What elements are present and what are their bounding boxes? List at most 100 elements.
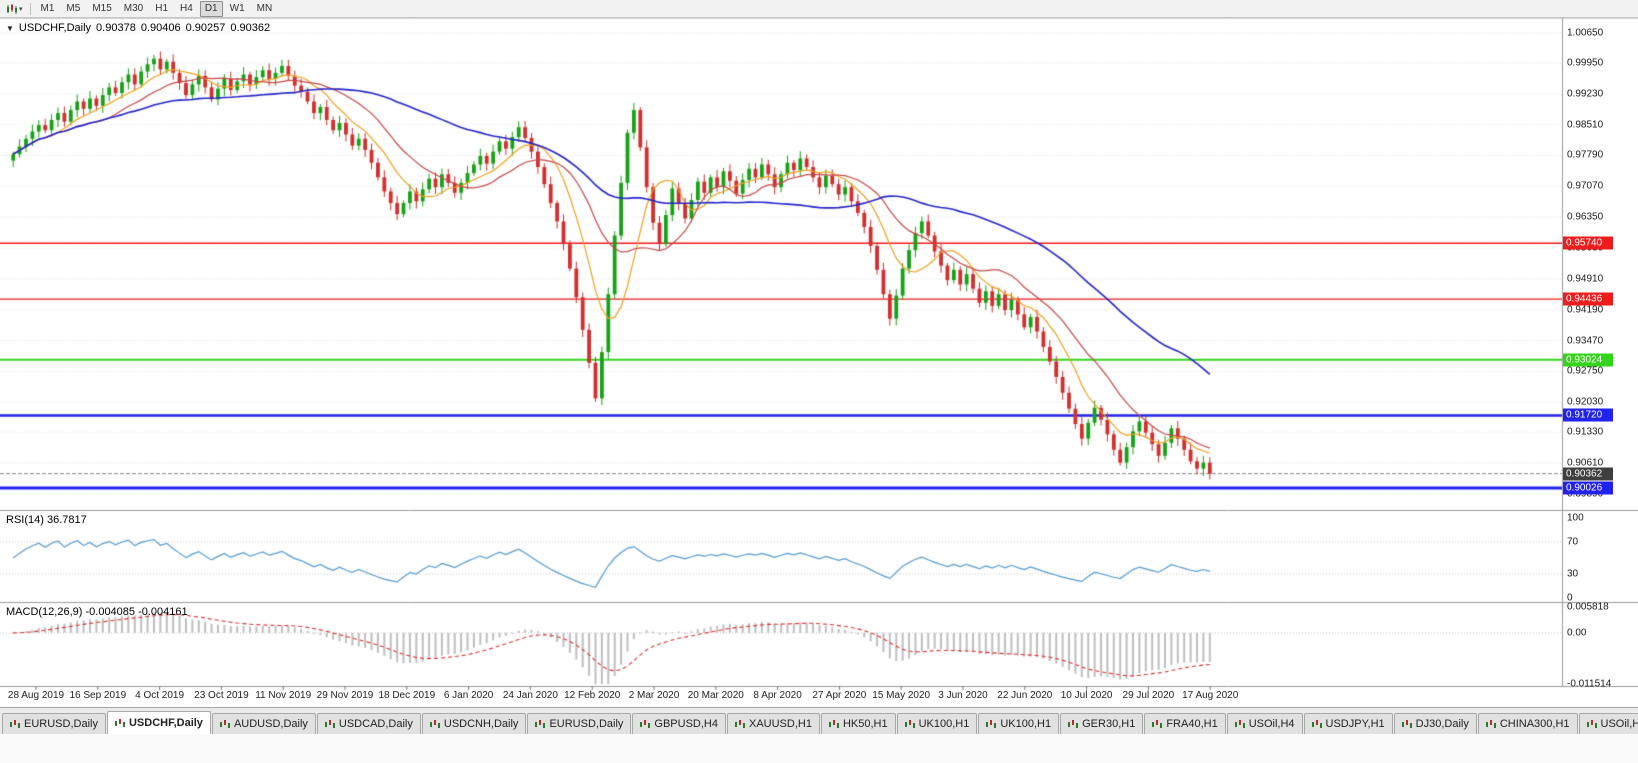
chart-tab-label: UK100,H1 — [1000, 718, 1052, 730]
price-tick-label: 0.94910 — [1567, 273, 1604, 285]
toolbar-separator — [29, 2, 31, 15]
chart-tab-fra40-h1[interactable]: FRA40,H1 — [1144, 713, 1226, 734]
rsi-value: 36.7817 — [46, 514, 87, 526]
tab-chart-icon — [535, 720, 546, 728]
timeframe-button-m30[interactable]: M30 — [123, 2, 144, 14]
macd-tick-label: 0.00 — [1567, 627, 1587, 639]
price-level-badge: 0.95740 — [1563, 236, 1613, 250]
chart-type-button[interactable]: ▾ — [3, 1, 26, 17]
chevron-down-icon: ▾ — [19, 5, 23, 13]
date-tick-label: 28 Aug 2019 — [7, 690, 65, 701]
timeframe-button-w1[interactable]: W1 — [229, 2, 245, 14]
chart-tab-usoil-h1[interactable]: USOil,H1 — [1578, 713, 1638, 734]
price-tick-label: 1.00650 — [1567, 27, 1604, 39]
chart-tab-label: FRA40,H1 — [1166, 718, 1218, 730]
rsi-tick-label: 0 — [1567, 592, 1573, 604]
chart-tab-china300-h1[interactable]: CHINA300,H1 — [1477, 713, 1578, 734]
date-tick-label: 10 Jul 2020 — [1060, 690, 1113, 701]
date-tick-label: 6 Jan 2020 — [443, 690, 494, 701]
macd-tick-label: -0.011514 — [1567, 678, 1612, 690]
chart-tab-usdcnh-daily[interactable]: USDCNH,Daily — [421, 713, 527, 734]
tab-chart-icon — [828, 720, 839, 728]
price-chart-canvas[interactable] — [0, 0, 1638, 707]
chart-tab-eurusd-daily[interactable]: EURUSD,Daily — [527, 713, 632, 734]
chart-tab-hk50-h1[interactable]: HK50,H1 — [820, 713, 896, 734]
ohlc-high-value: 0.90406 — [140, 22, 181, 34]
date-tick-label: 2 Mar 2020 — [628, 690, 680, 701]
timeframe-button-d1[interactable]: D1 — [199, 0, 223, 17]
chart-tab-usdcad-daily[interactable]: USDCAD,Daily — [316, 713, 421, 734]
timeframe-button-m5[interactable]: M5 — [66, 2, 81, 14]
chart-tab-label: XAUUSD,H1 — [748, 718, 812, 730]
chart-tab-uk100-h1[interactable]: UK100,H1 — [978, 713, 1060, 734]
date-tick-label: 27 Apr 2020 — [812, 690, 867, 701]
current-price-badge: 0.90362 — [1563, 467, 1613, 481]
date-tick-label: 15 May 2020 — [872, 690, 931, 701]
chart-header: ▼ USDCHF,Daily 0.90378 0.90406 0.90257 0… — [6, 22, 270, 34]
chart-tab-ger30-h1[interactable]: GER30,H1 — [1060, 713, 1144, 734]
chart-tab-label: EURUSD,Daily — [24, 718, 98, 730]
timeframe-button-m1[interactable]: M1 — [40, 2, 55, 14]
chart-tab-dj30-daily[interactable]: DJ30,Daily — [1393, 713, 1477, 734]
tab-chart-icon — [1311, 720, 1322, 728]
date-tick-label: 11 Nov 2019 — [255, 690, 312, 701]
timeframe-button-h1[interactable]: H1 — [155, 2, 169, 14]
tab-chart-icon — [904, 720, 915, 728]
chart-tab-uk100-h1[interactable]: UK100,H1 — [896, 713, 978, 734]
macd-label: MACD(12,26,9) -0.004085 -0.004161 — [6, 606, 188, 618]
chart-tab-label: AUDUSD,Daily — [233, 718, 308, 730]
tab-chart-icon — [1234, 720, 1245, 728]
chart-tab-usdjpy-h1[interactable]: USDJPY,H1 — [1303, 713, 1393, 734]
window-bottom-strip — [0, 734, 1638, 763]
price-tick-label: 0.91330 — [1567, 426, 1604, 438]
top-toolbar: ▾ M1 M5 M15 M30 H1 H4 D1 W1 MN — [0, 0, 1638, 18]
date-tick-label: 29 Jul 2020 — [1122, 690, 1175, 701]
macd-tick-label: 0.005818 — [1567, 601, 1609, 613]
chart-tab-label: DJ30,Daily — [1415, 718, 1469, 730]
chart-tab-usoil-h4[interactable]: USOil,H4 — [1226, 713, 1303, 734]
tab-chart-icon — [10, 720, 20, 728]
timeframe-button-mn[interactable]: MN — [256, 2, 273, 14]
tab-chart-icon — [734, 720, 745, 728]
tab-chart-icon — [1401, 720, 1412, 728]
chart-tab-usdchf-daily[interactable]: USDCHF,Daily — [106, 711, 211, 734]
ohlc-close-value: 0.90362 — [230, 22, 271, 34]
macd-name: MACD(12,26,9) — [6, 606, 83, 618]
date-tick-label: 29 Nov 2019 — [316, 690, 374, 701]
price-level-badge: 0.91720 — [1563, 408, 1613, 422]
date-tick-label: 4 Oct 2019 — [135, 690, 185, 701]
chart-tab-gbpusd-h4[interactable]: GBPUSD,H4 — [632, 713, 726, 734]
timeframe-button-m15[interactable]: M15 — [92, 2, 112, 14]
chart-tab-label: HK50,H1 — [842, 718, 888, 730]
date-tick-label: 8 Apr 2020 — [753, 690, 802, 701]
chart-tabs-bar: EURUSD,Daily USDCHF,Daily AUDUSD,Daily USDC… — [0, 707, 1638, 734]
chart-tab-label: GER30,H1 — [1082, 718, 1136, 730]
date-tick-label: 3 Jun 2020 — [938, 690, 988, 701]
tab-chart-icon — [1152, 720, 1163, 728]
rsi-label: RSI(14) 36.7817 — [6, 514, 87, 526]
tab-chart-icon — [1068, 720, 1079, 728]
chart-tab-audusd-daily[interactable]: AUDUSD,Daily — [211, 713, 316, 734]
tab-chart-icon — [429, 720, 440, 728]
chart-symbol-label: USDCHF,Daily — [18, 22, 92, 34]
date-tick-label: 24 Jan 2020 — [502, 690, 558, 701]
rsi-name: RSI(14) — [6, 514, 44, 526]
timeframe-button-h4[interactable]: H4 — [180, 2, 193, 14]
chart-tab-eurusd-daily[interactable]: EURUSD,Daily — [2, 713, 106, 734]
timeframe-button-group: M1 M5 M15 M30 H1 H4 D1 W1 MN — [35, 0, 279, 17]
tab-chart-icon — [324, 720, 335, 728]
date-tick-label: 20 Mar 2020 — [687, 690, 744, 701]
tab-chart-icon — [640, 720, 651, 728]
price-tick-label: 0.99230 — [1567, 88, 1604, 100]
rsi-tick-label: 100 — [1567, 512, 1584, 524]
price-tick-label: 0.99950 — [1567, 57, 1604, 69]
tab-chart-icon — [114, 719, 125, 727]
chart-tab-label: USDCHF,Daily — [128, 717, 203, 729]
price-tick-label: 0.94190 — [1567, 304, 1604, 316]
chart-tab-xauusd-h1[interactable]: XAUUSD,H1 — [726, 713, 820, 734]
rsi-tick-label: 70 — [1567, 536, 1579, 548]
symbol-dropdown-icon[interactable]: ▼ — [6, 23, 14, 33]
price-tick-label: 0.97790 — [1567, 149, 1604, 161]
ohlc-low-value: 0.90257 — [185, 22, 226, 34]
